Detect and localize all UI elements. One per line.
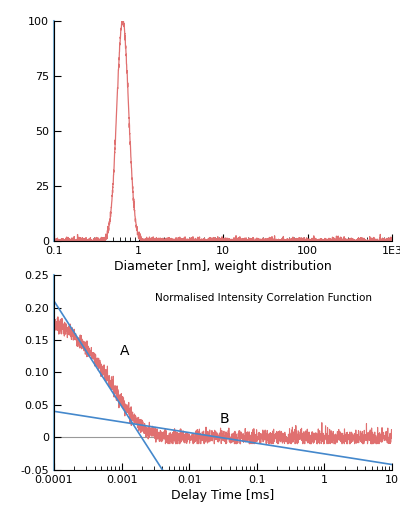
Text: B: B xyxy=(220,412,229,426)
Text: Normalised Intensity Correlation Function: Normalised Intensity Correlation Functio… xyxy=(155,293,372,303)
X-axis label: Diameter [nm], weight distribution: Diameter [nm], weight distribution xyxy=(114,261,332,274)
X-axis label: Delay Time [ms]: Delay Time [ms] xyxy=(171,489,275,502)
Text: A: A xyxy=(120,344,130,358)
